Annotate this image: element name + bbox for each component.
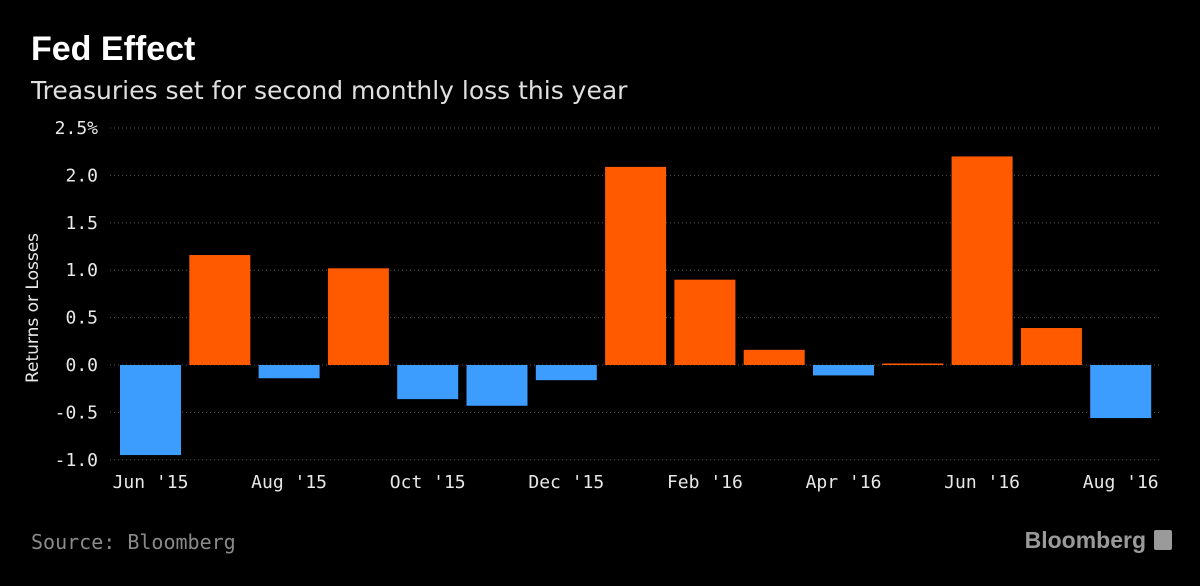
x-tick-label: Jun '16 [944,472,1020,493]
bloomberg-terminal-icon [1154,530,1172,550]
y-tick-label: -1.0 [55,450,98,471]
y-tick-label: -0.5 [55,402,98,423]
y-tick-label: 1.5 [65,213,98,234]
bar-nov-15 [466,365,528,406]
bar-mar-16 [743,349,805,365]
y-tick-label: 2.5% [55,118,99,139]
bar-oct-15 [397,365,459,400]
x-tick-label: Feb '16 [667,472,743,493]
x-tick-label: Dec '15 [528,472,604,493]
y-tick-label: 2.0 [65,165,98,186]
bar-aug-15 [258,365,320,379]
y-tick-label: 0.0 [65,355,98,376]
x-tick-label: Apr '16 [806,472,882,493]
x-tick-label: Jun '15 [113,472,189,493]
bar-jan-16 [605,166,667,365]
x-tick-label: Aug '15 [251,472,327,493]
x-tick-label: Oct '15 [390,472,466,493]
bar-feb-16 [674,279,736,365]
bar-jul-16 [1020,328,1082,365]
x-tick-label: Aug '16 [1083,472,1159,493]
bar-sep-15 [327,268,389,365]
bar-jul-15 [189,255,251,365]
bar-jun-16 [951,156,1013,365]
bar-jun-15 [120,365,181,456]
chart-title: Fed Effect [31,30,196,68]
bar-dec-15 [535,365,597,381]
bloomberg-logo: Bloomberg [1024,527,1146,553]
source-note: Source: Bloomberg [31,530,236,554]
bar-may-16 [882,363,944,365]
chart-subtitle: Treasuries set for second monthly loss t… [31,76,628,105]
y-tick-label: 1.0 [65,260,98,281]
y-axis-label: Returns or Losses [23,233,43,383]
y-tick-label: 0.5 [65,308,98,329]
bar-aug-16 [1090,365,1152,419]
bar-apr-16 [813,365,874,376]
